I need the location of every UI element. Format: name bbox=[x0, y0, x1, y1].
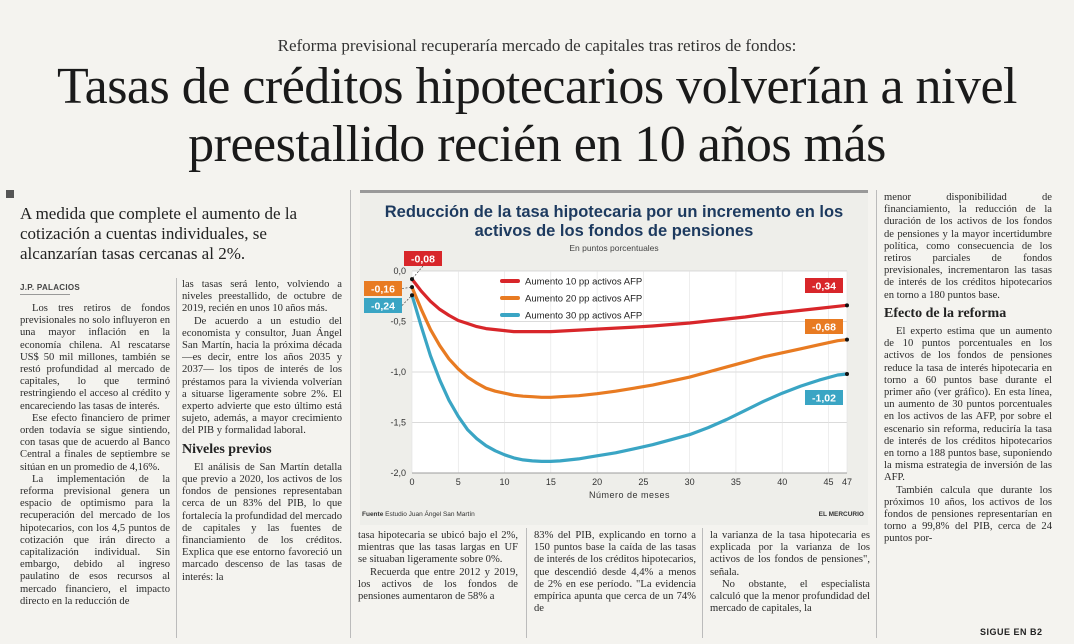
column-divider bbox=[876, 190, 877, 638]
series-end-label-bg bbox=[805, 390, 843, 405]
paragraph: El análisis de San Martín detalla que pr… bbox=[182, 461, 342, 583]
column-divider bbox=[702, 528, 703, 638]
x-tick-label: 35 bbox=[731, 477, 741, 487]
x-tick-label: 25 bbox=[638, 477, 648, 487]
x-axis-label: Número de meses bbox=[589, 490, 670, 500]
paragraph: las tasas será lento, volviendo a nivele… bbox=[182, 279, 342, 315]
y-tick-label: -2,0 bbox=[390, 468, 406, 478]
paragraph: tasa hipotecaria se ubicó bajo el 2%, mi… bbox=[358, 530, 518, 566]
label-leader bbox=[401, 295, 413, 306]
series-start-point bbox=[410, 285, 414, 290]
x-tick-label: 47 bbox=[842, 477, 852, 487]
column-6: menor disponibilidad de financiamiento, … bbox=[884, 192, 1052, 622]
paragraph: Los tres retiros de fondos previsionales… bbox=[20, 303, 170, 412]
series-end-point bbox=[845, 337, 849, 342]
legend-label: Aumento 30 pp activos AFP bbox=[525, 311, 642, 322]
paragraph: Ese efecto financiero de primer orden to… bbox=[20, 412, 170, 473]
series-end-label-bg bbox=[805, 278, 843, 293]
series-end-point bbox=[845, 303, 849, 308]
subhead-efecto-reforma: Efecto de la reforma bbox=[884, 305, 1007, 321]
byline-rule bbox=[20, 294, 70, 295]
column-2: las tasas será lento, volviendo a nivele… bbox=[182, 279, 342, 641]
column-divider bbox=[350, 190, 351, 638]
x-tick-label: 40 bbox=[777, 477, 787, 487]
column-divider bbox=[176, 278, 177, 638]
column-3: tasa hipotecaria se ubicó bajo el 2%, mi… bbox=[358, 530, 518, 640]
chart-plot: 0,0 -0,5 -1,0 -1,5 -2,00 5 10 15 20 25 30 35 40 45 47 N… bbox=[364, 251, 852, 500]
series-start-label: -0,16 bbox=[371, 284, 395, 296]
paragraph: menor disponibilidad de financiamiento, … bbox=[884, 192, 1052, 301]
series-start-label: -0,24 bbox=[371, 301, 395, 313]
column-divider bbox=[526, 528, 527, 638]
legend-label: Aumento 20 pp activos AFP bbox=[525, 294, 642, 305]
paragraph: También calcula que durante los próximos… bbox=[884, 484, 1052, 545]
series-end-label-bg bbox=[805, 319, 843, 334]
chart-credit: EL MERCURIO bbox=[818, 511, 864, 518]
chart-subtitle: En puntos porcentuales bbox=[569, 243, 659, 253]
series-start-label-bg bbox=[364, 298, 402, 313]
series-end-label: -0,68 bbox=[812, 322, 836, 334]
series-start-label-bg bbox=[364, 281, 402, 296]
paragraph: El experto estima que un aumento de 10 p… bbox=[884, 326, 1052, 484]
subhead-niveles-previos: Niveles previos bbox=[182, 441, 272, 457]
paragraph: La implementación de la reforma previsio… bbox=[20, 473, 170, 607]
x-tick-label: 10 bbox=[500, 477, 510, 487]
paragraph: la varianza de la tasa hipotecaria es ex… bbox=[710, 530, 870, 578]
paragraph: 83% del PIB, explicando en torno a 150 p… bbox=[534, 530, 696, 615]
column-4: 83% del PIB, explicando en torno a 150 p… bbox=[534, 530, 696, 640]
x-tick-label: 45 bbox=[823, 477, 833, 487]
y-tick-label: -0,5 bbox=[390, 317, 406, 327]
continued-on-link[interactable]: SIGUE EN B2 bbox=[980, 627, 1043, 637]
legend-label: Aumento 10 pp activos AFP bbox=[525, 277, 642, 288]
series-end-label: -0,34 bbox=[812, 281, 836, 293]
kicker: Reforma previsional recuperaría mercado … bbox=[277, 36, 797, 55]
series-line-3 bbox=[410, 293, 849, 463]
series-end-label: -1,02 bbox=[812, 393, 836, 405]
column-5: la varianza de la tasa hipotecaria es ex… bbox=[710, 530, 870, 640]
byline: J.P. PALACIOS bbox=[20, 283, 81, 292]
paragraph: De acuerdo a un estudio del economista y… bbox=[182, 315, 342, 437]
x-tick-label: 0 bbox=[409, 477, 414, 487]
chart-title: Reducción de la tasa hipotecaria por un … bbox=[384, 203, 844, 240]
column-1: Los tres retiros de fondos previsionales… bbox=[20, 303, 170, 641]
label-leader bbox=[411, 265, 424, 280]
label-leader bbox=[401, 286, 413, 289]
series-line-2 bbox=[410, 285, 849, 399]
lead-marker bbox=[6, 190, 14, 198]
x-tick-label: 15 bbox=[546, 477, 556, 487]
chart-source-label: Fuente bbox=[362, 511, 384, 518]
y-tick-label: -1,0 bbox=[390, 367, 406, 377]
series-end-point bbox=[845, 372, 849, 377]
y-tick-label: 0,0 bbox=[393, 266, 406, 276]
lead-paragraph: A medida que complete el aumento de la c… bbox=[20, 204, 298, 263]
series-line-1 bbox=[410, 277, 849, 334]
series-start-label: -0,08 bbox=[411, 254, 435, 266]
x-tick-label: 30 bbox=[685, 477, 695, 487]
chart-source: Fuente Estudio Juan Ángel San Martín bbox=[362, 511, 475, 518]
x-tick-label: 5 bbox=[456, 477, 461, 487]
paragraph: Recuerda que entre 2012 y 2019, los acti… bbox=[358, 566, 518, 603]
x-tick-label: 20 bbox=[592, 477, 602, 487]
series-start-point bbox=[410, 293, 414, 298]
series-start-label-bg bbox=[404, 251, 442, 266]
y-tick-label: -1,5 bbox=[390, 418, 406, 428]
paragraph: No obstante, el especialista calculó que… bbox=[710, 578, 870, 615]
chart: Reducción de la tasa hipotecaria por un … bbox=[360, 190, 868, 525]
chart-source-text: Estudio Juan Ángel San Martín bbox=[385, 511, 475, 518]
headline: Tasas de créditos hipotecarios volverían… bbox=[56, 58, 1018, 173]
